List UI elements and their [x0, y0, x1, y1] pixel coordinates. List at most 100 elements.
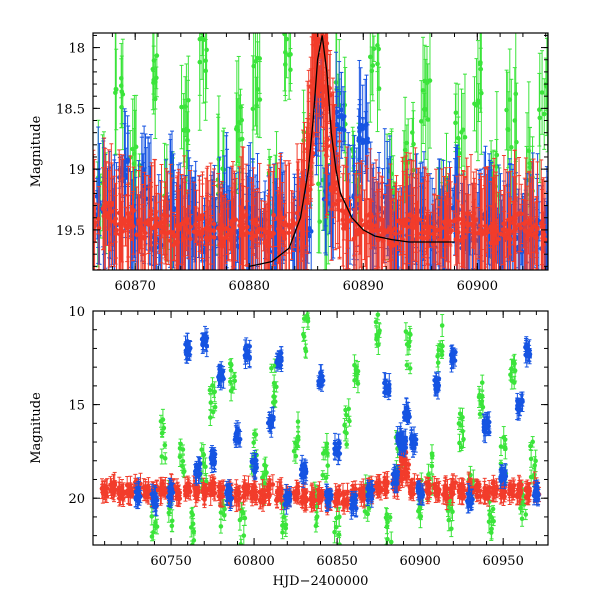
data-point — [451, 206, 456, 211]
data-point — [233, 217, 238, 222]
data-point — [288, 52, 293, 57]
data-point — [542, 112, 547, 117]
data-point — [159, 230, 164, 235]
data-point — [275, 216, 280, 221]
data-point — [203, 69, 208, 74]
data-point — [255, 230, 260, 235]
data-point — [337, 198, 342, 203]
data-point — [261, 227, 266, 232]
data-point — [324, 153, 329, 158]
data-point — [140, 228, 145, 233]
data-point — [540, 90, 545, 95]
data-point — [425, 81, 430, 86]
data-point — [120, 229, 125, 234]
data-point — [278, 220, 283, 225]
data-point — [410, 130, 415, 135]
data-point — [88, 225, 93, 230]
data-point — [123, 172, 128, 177]
data-point — [240, 137, 245, 142]
data-point — [160, 225, 165, 230]
data-point — [505, 127, 510, 132]
data-point — [312, 35, 317, 40]
data-point — [198, 37, 203, 42]
data-point — [329, 185, 334, 190]
data-point — [456, 136, 461, 141]
data-point — [208, 218, 213, 223]
data-point — [241, 226, 246, 231]
data-point — [149, 217, 154, 222]
data-point — [287, 21, 292, 26]
data-point — [169, 231, 174, 236]
data-point — [244, 213, 249, 218]
data-point — [316, 28, 321, 33]
data-point — [200, 216, 205, 221]
data-point — [176, 240, 181, 245]
data-point — [271, 213, 276, 218]
data-point — [128, 223, 133, 228]
data-point — [300, 186, 305, 191]
data-point — [372, 46, 377, 51]
data-point — [152, 225, 157, 230]
data-point — [384, 200, 389, 205]
data-point — [516, 248, 521, 253]
data-point — [132, 151, 137, 156]
data-point — [149, 209, 154, 214]
data-point — [389, 241, 394, 246]
data-point — [302, 130, 307, 135]
data-point — [284, 222, 289, 227]
data-point — [132, 229, 137, 234]
data-point — [548, 242, 553, 247]
data-point — [405, 225, 410, 230]
data-point — [321, 87, 326, 92]
data-point — [537, 107, 542, 112]
data-point — [114, 228, 119, 233]
data-point — [119, 217, 124, 222]
data-point — [509, 145, 514, 150]
data-point — [188, 237, 193, 242]
data-point — [125, 211, 130, 216]
data-point — [404, 219, 409, 224]
data-point — [204, 48, 209, 53]
data-point — [340, 208, 345, 213]
data-point — [332, 202, 337, 207]
data-point — [370, 63, 375, 68]
data-point — [179, 222, 184, 227]
data-point — [225, 232, 230, 237]
data-point — [398, 221, 403, 226]
data-point — [255, 56, 260, 61]
data-point — [182, 128, 187, 133]
data-point — [453, 121, 458, 126]
data-point — [104, 201, 109, 206]
data-point — [514, 140, 519, 145]
data-point — [235, 125, 240, 130]
data-point — [251, 221, 256, 226]
data-point — [365, 224, 370, 229]
data-point — [380, 228, 385, 233]
data-point — [472, 101, 477, 106]
data-point — [175, 224, 180, 229]
data-point — [357, 125, 362, 130]
data-point — [305, 147, 310, 152]
data-point — [319, 24, 324, 29]
data-point — [218, 229, 223, 234]
data-point — [313, 27, 318, 32]
data-point — [230, 228, 235, 233]
data-point — [369, 222, 374, 227]
data-point — [342, 128, 347, 133]
data-point — [368, 55, 373, 60]
data-point — [317, 219, 322, 224]
data-point — [419, 119, 424, 124]
data-point — [375, 62, 380, 67]
data-point — [203, 226, 208, 231]
data-point — [283, 50, 288, 55]
data-point — [364, 122, 369, 127]
data-point — [123, 219, 128, 224]
data-point — [286, 231, 291, 236]
data-point — [459, 130, 464, 135]
data-point — [343, 122, 348, 127]
data-point — [369, 214, 374, 219]
data-point — [163, 221, 168, 226]
